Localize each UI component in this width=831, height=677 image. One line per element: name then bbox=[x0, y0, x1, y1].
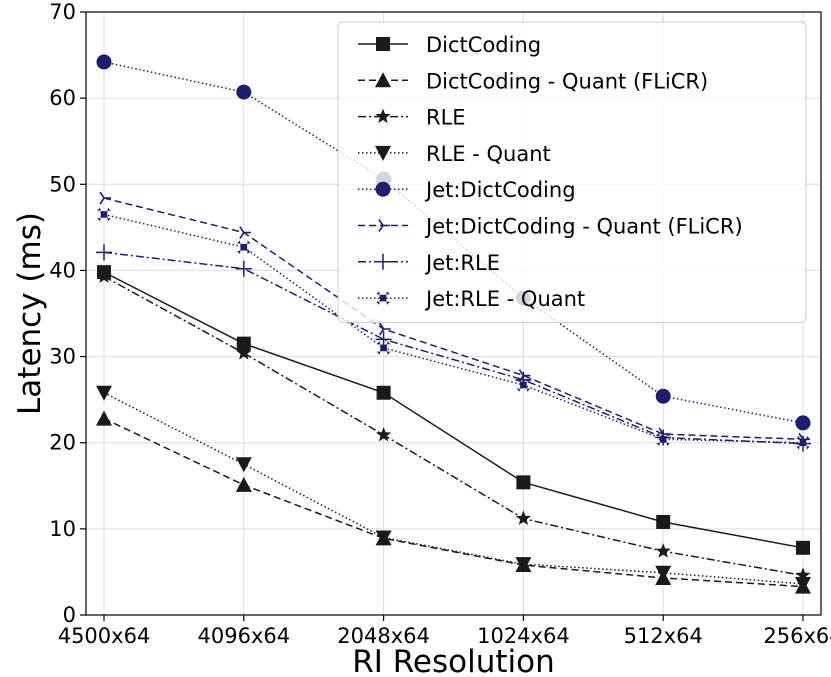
data-point bbox=[96, 54, 112, 70]
data-point bbox=[516, 378, 531, 392]
data-point bbox=[655, 565, 672, 581]
series-5 bbox=[99, 191, 810, 446]
y-tick-label: 20 bbox=[49, 431, 76, 455]
legend-label: Jet:DictCoding - Quant (FLiCR) bbox=[424, 215, 743, 239]
data-point bbox=[515, 510, 532, 525]
data-point bbox=[795, 415, 811, 431]
legend-label: RLE - Quant bbox=[426, 142, 551, 166]
legend-swatch-marker bbox=[378, 219, 390, 232]
y-tick-label: 70 bbox=[49, 0, 76, 24]
data-point bbox=[235, 457, 252, 473]
legend-swatch-marker bbox=[375, 181, 391, 197]
x-axis-label: RI Resolution bbox=[352, 644, 555, 677]
data-point bbox=[378, 322, 391, 336]
x-axis-ticks: 4500x64 4096x64 2048x64 1024x64 512x64 256x64 bbox=[58, 615, 831, 648]
x-tick-label: 4500x64 bbox=[58, 624, 151, 648]
data-point bbox=[236, 345, 252, 360]
data-point bbox=[795, 567, 811, 582]
data-point bbox=[96, 410, 112, 426]
x-tick-label: 4096x64 bbox=[198, 624, 291, 648]
legend: DictCoding DictCoding - Quant (FLiCR) RLE R… bbox=[337, 21, 807, 323]
data-point bbox=[96, 385, 112, 401]
plot-frame bbox=[85, 11, 822, 616]
data-point bbox=[515, 557, 532, 573]
data-point bbox=[655, 388, 671, 404]
legend-label: RLE bbox=[426, 106, 466, 130]
y-tick-label: 10 bbox=[49, 517, 76, 541]
series-2 bbox=[96, 268, 811, 582]
data-point bbox=[375, 331, 392, 348]
y-tick-label: 30 bbox=[49, 345, 76, 369]
legend-swatch-marker bbox=[375, 72, 391, 88]
legend-label: Jet:RLE bbox=[424, 251, 500, 275]
data-point bbox=[236, 240, 251, 254]
x-tick-label: 512x64 bbox=[624, 624, 703, 648]
data-point bbox=[795, 576, 811, 592]
legend-box bbox=[337, 21, 807, 323]
data-point bbox=[236, 84, 252, 100]
x-tick-label: 1024x64 bbox=[477, 624, 570, 648]
y-axis-label: Latency (ms) bbox=[12, 212, 48, 415]
series-3 bbox=[96, 385, 811, 592]
y-tick-label: 60 bbox=[49, 86, 76, 110]
data-point bbox=[99, 191, 111, 205]
y-tick-label: 40 bbox=[49, 258, 76, 282]
y-tick-label: 0 bbox=[63, 603, 76, 627]
data-point bbox=[376, 341, 391, 355]
series-line bbox=[103, 417, 804, 588]
legend-label: DictCoding bbox=[426, 33, 541, 57]
series-1 bbox=[96, 410, 811, 594]
x-tick-label: 2048x64 bbox=[337, 624, 430, 648]
legend-swatch-marker bbox=[375, 145, 391, 161]
legend-swatch-marker bbox=[376, 37, 390, 51]
data-point bbox=[236, 336, 251, 351]
series-line bbox=[103, 392, 804, 585]
legend-swatch-marker bbox=[375, 253, 391, 270]
y-axis-ticks: 0 10 20 30 40 50 60 70 bbox=[49, 0, 86, 627]
legend-label: Jet:DictCoding bbox=[424, 178, 576, 202]
series-line bbox=[103, 213, 804, 444]
data-point bbox=[235, 260, 252, 277]
data-point bbox=[375, 530, 392, 546]
data-point bbox=[656, 514, 671, 529]
legend-swatch-marker bbox=[376, 291, 390, 305]
data-point bbox=[376, 385, 391, 400]
series-line bbox=[103, 251, 804, 445]
series-line bbox=[103, 275, 804, 577]
data-point bbox=[97, 207, 111, 222]
data-point bbox=[796, 435, 810, 450]
data-point bbox=[516, 475, 531, 490]
legend-label: DictCoding - Quant (FLiCR) bbox=[426, 69, 708, 93]
data-point bbox=[796, 540, 810, 555]
data-point bbox=[96, 268, 112, 283]
data-point bbox=[375, 426, 392, 442]
series-layer bbox=[96, 54, 811, 594]
data-point bbox=[96, 244, 112, 261]
legend-label: Jet:RLE - Quant bbox=[424, 287, 585, 311]
y-tick-label: 50 bbox=[49, 172, 76, 196]
data-point bbox=[655, 543, 671, 558]
series-line bbox=[103, 271, 804, 549]
legend-swatch-marker bbox=[375, 108, 391, 124]
data-point bbox=[235, 476, 252, 492]
series-line bbox=[103, 197, 804, 441]
series-7 bbox=[97, 207, 810, 450]
x-tick-label: 256x64 bbox=[763, 624, 831, 648]
data-point bbox=[656, 432, 671, 447]
data-point bbox=[239, 226, 251, 239]
